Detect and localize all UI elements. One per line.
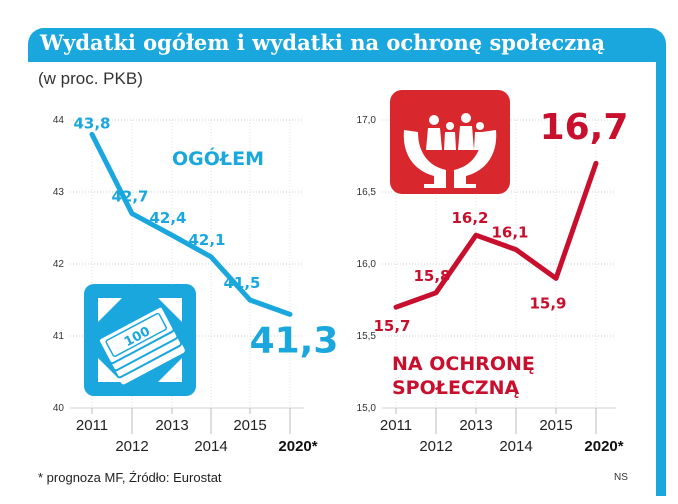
x-tick-label: 2012 bbox=[419, 438, 452, 455]
y-tick-label: 15,5 bbox=[357, 331, 377, 342]
money-banknotes-icon: 100 bbox=[84, 284, 196, 396]
right-series-label-line-2: SPOŁECZNĄ bbox=[392, 377, 520, 399]
chart-title: Wydatki ogółem i wydatki na ochronę społ… bbox=[40, 30, 606, 55]
x-tick-label: 2020* bbox=[584, 438, 623, 455]
y-tick-label: 44 bbox=[53, 115, 65, 126]
data-label: 42,1 bbox=[188, 231, 225, 249]
author-initials: NS bbox=[614, 472, 628, 483]
x-tick-label: 2020* bbox=[278, 438, 317, 455]
y-tick-label: 40 bbox=[53, 403, 65, 414]
left-data-labels: 43,8 42,742,442,1 41,5 41,3 bbox=[73, 114, 338, 361]
data-label: 42,4 bbox=[149, 209, 186, 227]
data-label: 42,7 bbox=[111, 188, 148, 206]
data-label: 15,8 bbox=[413, 267, 450, 285]
right-y-ticks: 15,0 15,5 16,0 16,5 17,0 bbox=[357, 115, 377, 414]
title-bar bbox=[28, 28, 666, 62]
chart-subtitle: (w proc. PKB) bbox=[38, 69, 143, 88]
left-x-ticks: 2011 2012 2013 2014 2015 2020* bbox=[76, 417, 318, 455]
right-series-line bbox=[393, 160, 599, 310]
y-tick-label: 17,0 bbox=[357, 115, 377, 126]
right-chart: 15,015,516,016,517,0 2011201220132014201… bbox=[357, 90, 628, 455]
x-tick-label: 2015 bbox=[539, 417, 572, 434]
data-label: 15,7 bbox=[373, 317, 410, 335]
x-tick-label: 2011 bbox=[76, 417, 108, 434]
y-tick-label: 16,0 bbox=[357, 259, 377, 270]
data-label: 16,2 bbox=[451, 209, 488, 227]
x-tick-label: 2014 bbox=[499, 438, 532, 455]
data-label: 41,3 bbox=[250, 320, 339, 361]
left-chart: 40 41 42 43 44 2011 2012 2013 2014 2015 2020* 43,… bbox=[53, 114, 339, 455]
frame-right-edge bbox=[656, 56, 666, 496]
right-data-labels: 15,7 15,8 16,216,1 15,9 16,7 bbox=[373, 107, 628, 335]
y-tick-label: 42 bbox=[53, 259, 65, 270]
data-label: 15,9 bbox=[529, 294, 566, 312]
footnote: * prognoza MF, Źródło: Eurostat bbox=[38, 470, 222, 485]
right-x-ticks: 2011 2012 2013 2014 2015 2020* bbox=[380, 417, 624, 455]
x-tick-label: 2013 bbox=[155, 417, 188, 434]
y-tick-label: 41 bbox=[53, 331, 65, 342]
right-series-label-line-1: NA OCHRONĘ bbox=[392, 353, 535, 375]
data-label: 16,7 bbox=[540, 107, 629, 148]
x-tick-label: 2014 bbox=[194, 438, 227, 455]
left-y-ticks: 40 41 42 43 44 bbox=[53, 115, 65, 414]
data-label: 41,5 bbox=[223, 274, 260, 292]
x-tick-label: 2012 bbox=[115, 438, 148, 455]
data-label: 16,1 bbox=[491, 224, 528, 242]
left-series-line bbox=[89, 131, 293, 317]
data-label: 43,8 bbox=[73, 114, 110, 132]
y-tick-label: 43 bbox=[53, 187, 65, 198]
y-tick-label: 16,5 bbox=[357, 187, 377, 198]
left-series-label: OGÓŁEM bbox=[172, 146, 264, 170]
x-tick-label: 2011 bbox=[380, 417, 412, 434]
x-tick-label: 2015 bbox=[233, 417, 266, 434]
x-tick-label: 2013 bbox=[459, 417, 492, 434]
y-tick-label: 15,0 bbox=[357, 403, 377, 414]
family-hands-icon bbox=[390, 90, 510, 194]
